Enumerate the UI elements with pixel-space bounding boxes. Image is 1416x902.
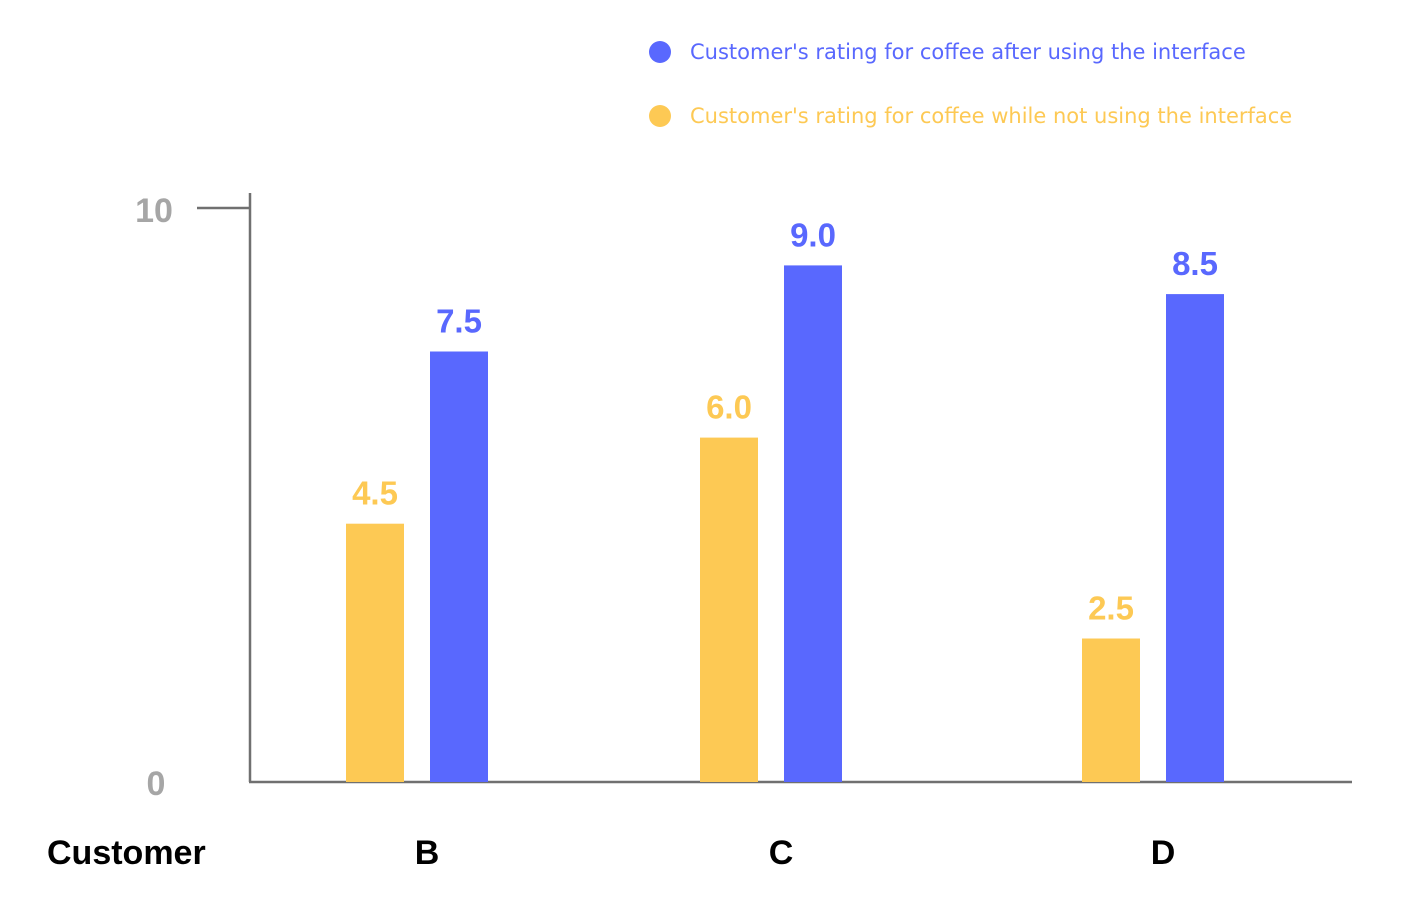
y-tick-label-0: 0	[147, 765, 166, 803]
bar-b-series-0	[346, 523, 404, 782]
bars-group: 4.5 7.5 6.0 9.0 2.5 8.5	[346, 216, 1224, 782]
y-tick-label-10: 10	[135, 192, 173, 230]
data-label-c-series-0: 6.0	[706, 389, 752, 426]
bar-c-series-0	[700, 437, 758, 782]
bar-c-series-1	[784, 265, 842, 782]
category-label-d: D	[1151, 834, 1176, 872]
legend-marker-series-0	[649, 105, 671, 127]
category-labels: B C D	[415, 834, 1176, 872]
data-label-c-series-1: 9.0	[790, 216, 836, 253]
legend-label-series-0: Customer's rating for coffee while not u…	[690, 104, 1292, 128]
legend-label-series-1: Customer's rating for coffee after using…	[690, 40, 1246, 64]
data-label-b-series-0: 4.5	[352, 475, 398, 512]
bar-d-series-0	[1082, 638, 1140, 782]
bar-d-series-1	[1166, 294, 1224, 782]
data-label-b-series-1: 7.5	[436, 303, 482, 340]
category-label-b: B	[415, 834, 440, 872]
x-axis-title: Customer	[47, 834, 206, 872]
legend: Customer's rating for coffee after using…	[649, 40, 1292, 128]
category-label-c: C	[769, 834, 794, 872]
data-label-d-series-1: 8.5	[1172, 245, 1218, 282]
bar-b-series-1	[430, 351, 488, 782]
data-label-d-series-0: 2.5	[1088, 590, 1134, 627]
legend-marker-series-1	[649, 41, 671, 63]
